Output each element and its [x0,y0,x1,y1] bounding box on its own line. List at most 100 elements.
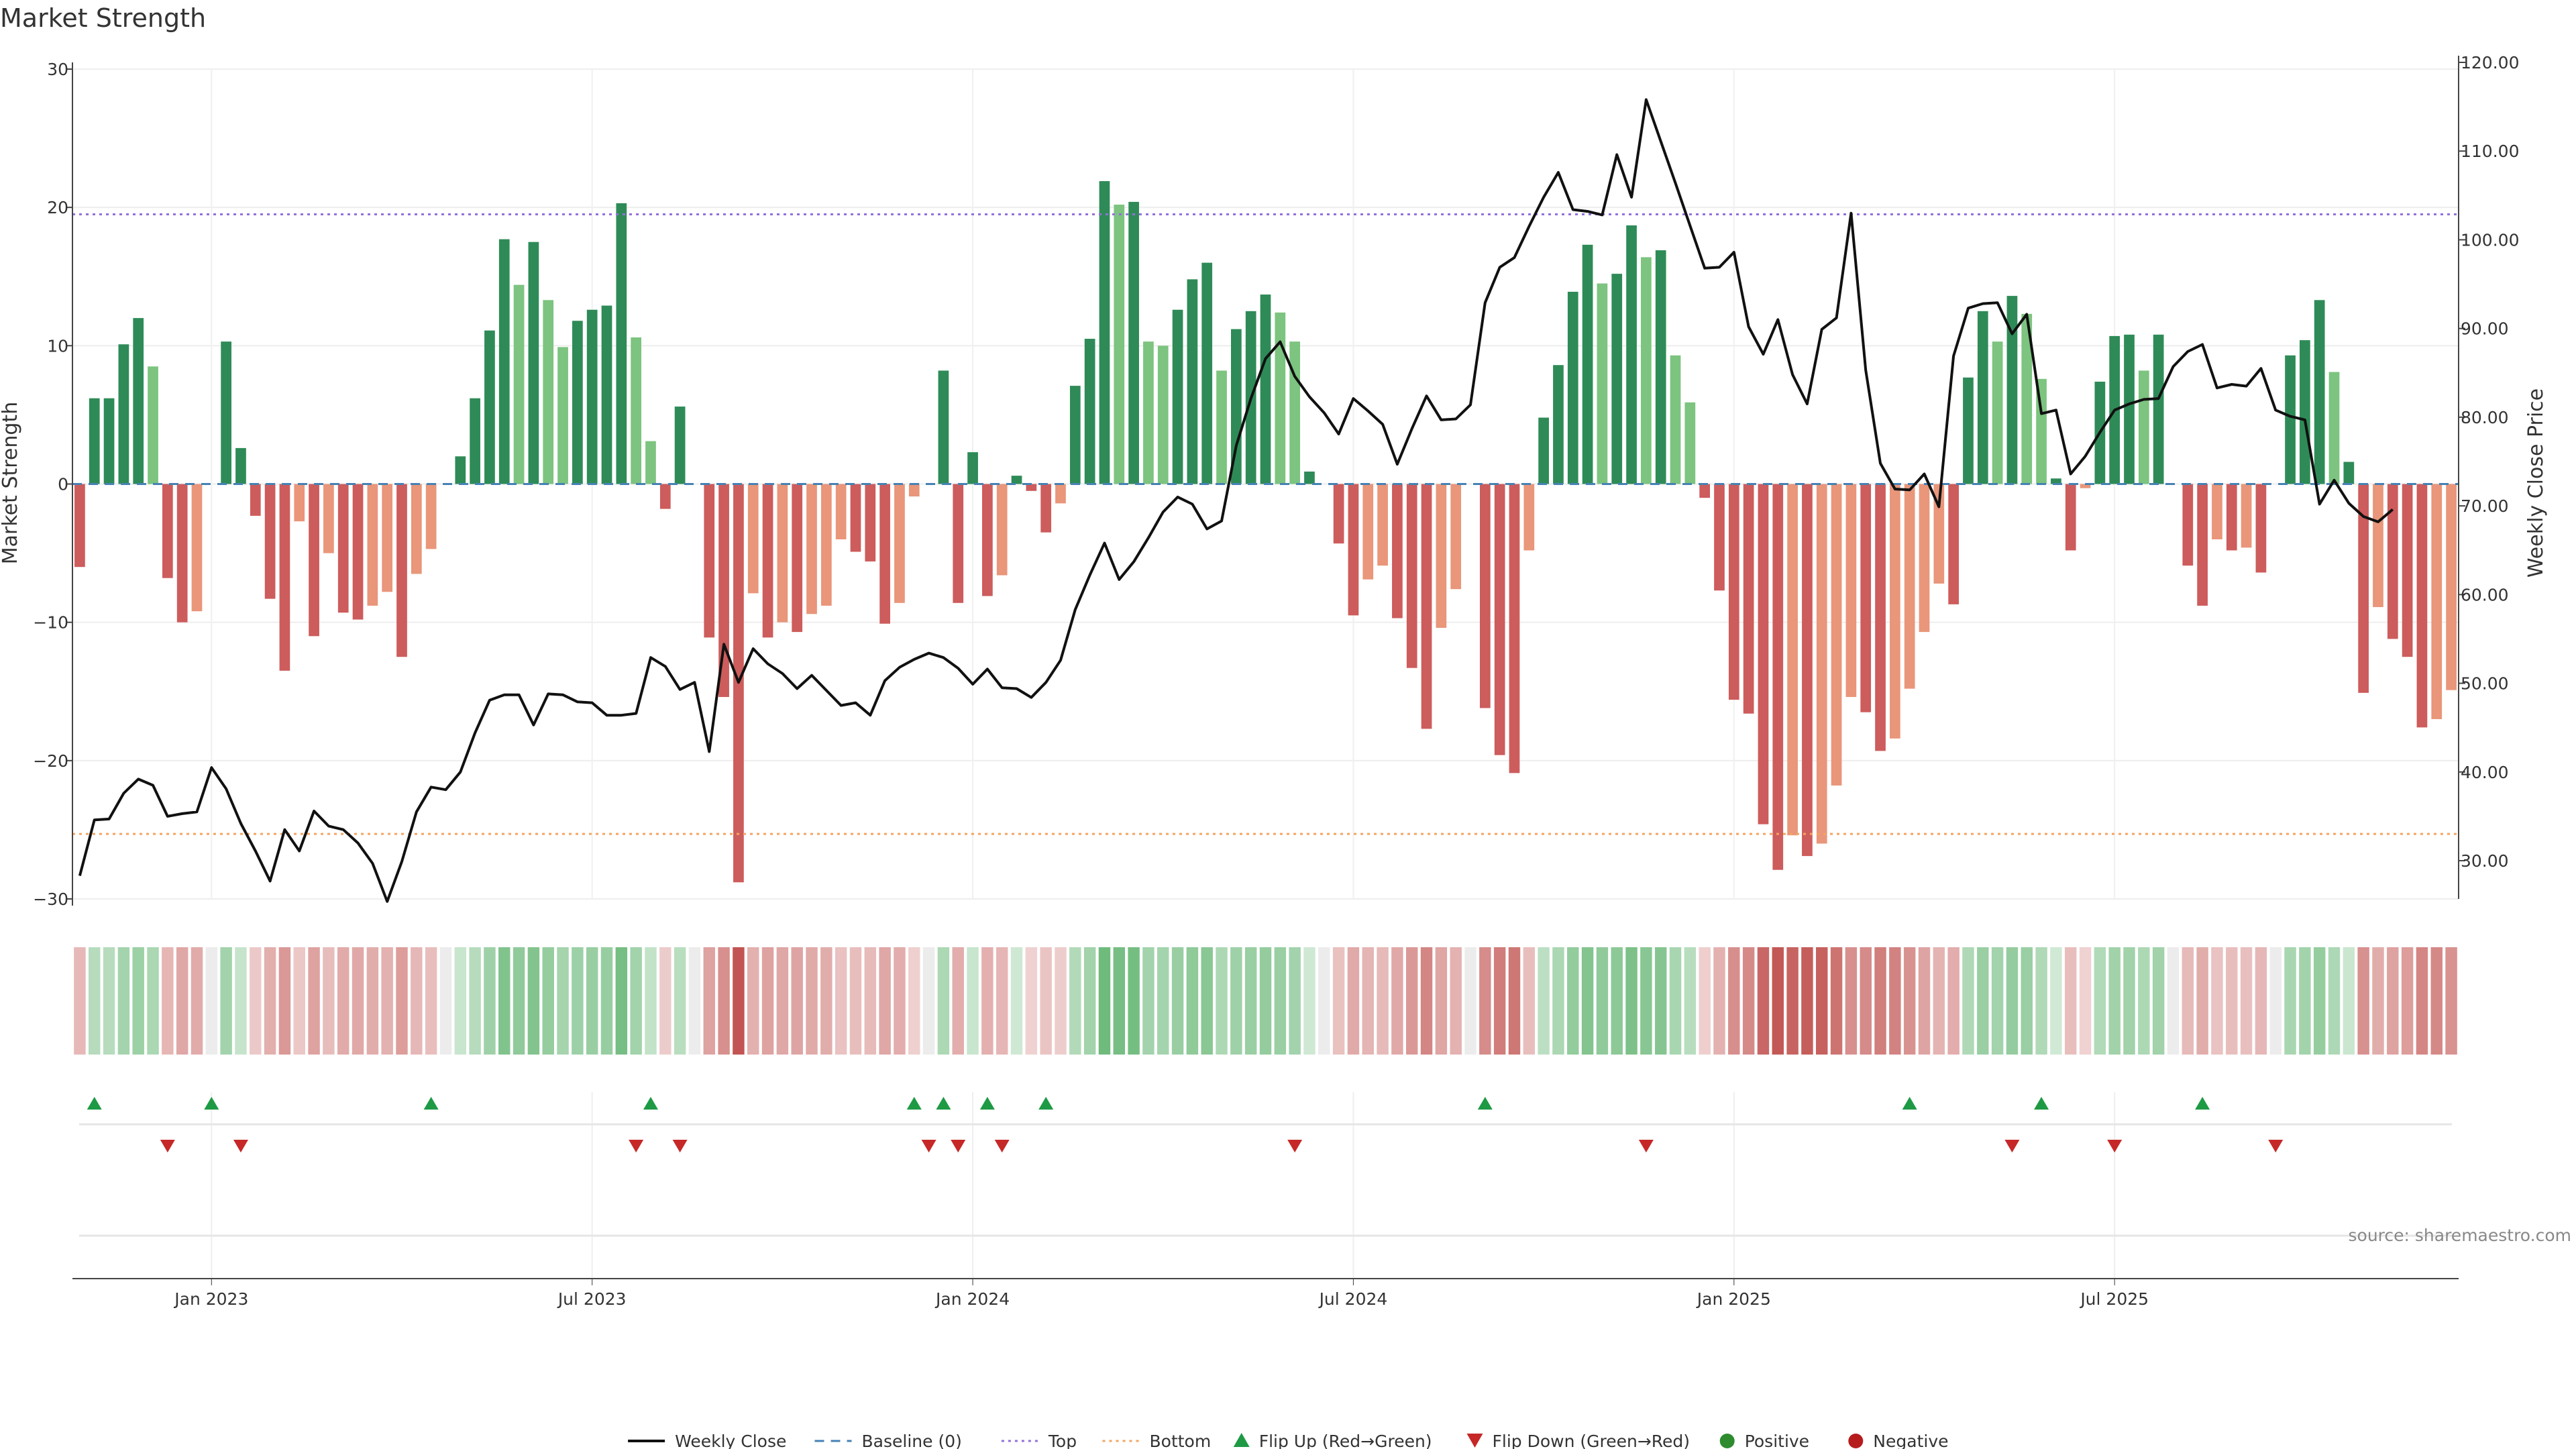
strip-cell [923,947,934,1055]
strength-bar [1392,484,1403,619]
strip-cell [1992,947,2003,1055]
strength-bar [1128,202,1139,484]
strip-cell [1699,947,1710,1055]
strip-cell [528,947,539,1055]
strip-cell [455,947,466,1055]
strength-bar [2124,335,2135,484]
x-tick-label: Jan 2023 [173,1289,248,1309]
y-left-tick-label: −10 [33,613,68,633]
flip-up-marker [424,1097,439,1110]
strip-cell [1377,947,1388,1055]
strip-cell [1026,947,1037,1055]
strip-cell [1874,947,1886,1055]
legend-flip-up-icon [1234,1433,1250,1447]
strength-bar [1099,181,1110,484]
flip-markers [79,1097,2452,1236]
strength-bar [1553,365,1564,484]
x-tick-label: Jul 2025 [2079,1289,2149,1309]
strength-bar [1114,205,1124,484]
strip-cell [2167,947,2179,1055]
strength-bar [74,484,85,568]
strip-cell [1567,947,1578,1055]
strength-bar [777,484,788,623]
strip-cell [689,947,700,1055]
strength-bar [821,484,832,606]
strength-bar [953,484,963,603]
strength-bar [1377,484,1388,566]
strength-bar [1729,484,1739,700]
strip-cell [1303,947,1315,1055]
strip-cell [2080,947,2091,1055]
strength-bar [192,484,203,612]
strip-cell [89,947,100,1055]
flip-down-marker [629,1140,643,1152]
strength-bar [177,484,188,623]
strength-bar [338,484,349,613]
strength-bar [1436,484,1447,628]
strip-cell [411,947,422,1055]
strength-bar [1787,484,1798,836]
strength-bar [1260,294,1271,484]
strip-cell [2035,947,2047,1055]
strip-cell [938,947,949,1055]
flip-down-marker [2107,1140,2122,1152]
strip-cell [1260,947,1271,1055]
y-right-tick-label: 100.00 [2461,230,2519,250]
strip-cell [1289,947,1300,1055]
strength-bar [806,484,817,614]
strip-cell [1831,947,1842,1055]
strength-bar [411,484,422,574]
axes: Jan 2023 Jul 2023 Jan 2024 Jul 2024 Jan 2025… [33,53,2519,1309]
strength-bar [353,484,364,620]
strip-cell [1640,947,1652,1055]
strength-bar [1275,313,1285,484]
strip-cell [1406,947,1417,1055]
legend-positive-dot [1720,1434,1735,1448]
strength-bar [2446,484,2457,690]
flip-up-marker [2195,1097,2210,1110]
flip-up-marker [87,1097,102,1110]
legend-label: Negative [1873,1432,1948,1449]
strip-cell [2211,947,2222,1055]
strip-cell [1318,947,1330,1055]
legend-label: Weekly Close [675,1432,786,1449]
strength-bar [616,203,627,484]
strength-bar [309,484,319,637]
strip-cell [1055,947,1066,1055]
y-left-tick-label: 10 [47,336,68,356]
strip-cell [659,947,671,1055]
strip-cell [630,947,641,1055]
strip-cell [2182,947,2194,1055]
strength-bar [2256,484,2267,573]
x-tick-label: Jan 2025 [1696,1289,1771,1309]
strip-cell [513,947,525,1055]
y-right-tick-label: 90.00 [2461,319,2509,339]
strip-cell [469,947,480,1055]
strip-cell [1962,947,1974,1055]
strength-bar [1158,345,1169,484]
strength-bar [1495,484,1505,755]
flip-down-marker [233,1140,248,1152]
strength-bar [1656,250,1666,484]
strip-cell [1114,947,1125,1055]
strength-bar [1012,476,1022,484]
strength-bar [967,452,978,484]
strength-bar [1699,484,1710,498]
strip-cell [1684,947,1696,1055]
strip-cell [1128,947,1139,1055]
strength-bar [982,484,993,596]
strip-cell [996,947,1008,1055]
strip-cell [2255,947,2267,1055]
strength-bar [557,347,568,484]
y-right-tick-label: 30.00 [2461,851,2509,871]
strength-bar [836,484,847,539]
strip-cell [1919,947,1930,1055]
strength-bar [645,441,656,484]
strip-cell [572,947,583,1055]
y-left-tick-label: 20 [47,198,68,217]
strength-bar [1860,484,1871,712]
strip-cell [2299,947,2310,1055]
legend-label: Flip Up (Red→Green) [1259,1432,1432,1449]
flip-up-marker [907,1097,922,1110]
strength-bar [2402,484,2413,657]
